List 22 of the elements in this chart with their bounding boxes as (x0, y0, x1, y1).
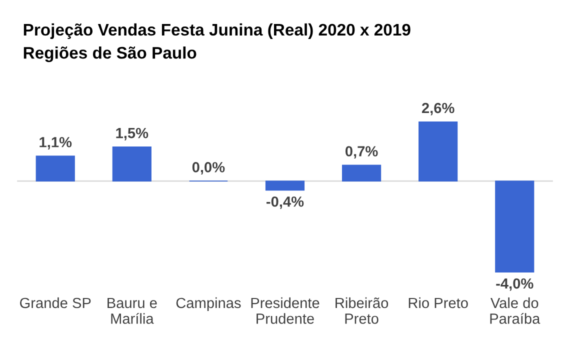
x-tick-label: Rio Preto (408, 297, 468, 308)
data-label: 0,7% (346, 146, 378, 159)
x-tick-label: Ribeirão Preto (336, 297, 388, 324)
data-label: 2,6% (422, 102, 454, 116)
bar (112, 146, 152, 182)
bar (418, 122, 458, 182)
data-label: 0,0% (192, 162, 225, 174)
chart-title: Projeção Vendas Festa Junina (Real) 2020 x 2019 (24, 23, 410, 39)
data-label: 1,5% (116, 128, 148, 140)
x-tick-label: Grande SP (20, 297, 91, 308)
x-tick-label: Bauru e Marília (108, 298, 157, 324)
bar (495, 180, 534, 273)
bar (265, 180, 305, 191)
data-label: -0,4% (266, 196, 304, 209)
data-label: 1,1% (40, 137, 72, 150)
x-tick-label: Campinas (176, 297, 241, 312)
bar (36, 156, 75, 182)
x-tick-label: Presidente Prudente (251, 297, 320, 324)
data-label: -4,0% (496, 278, 534, 291)
x-tick-label: Vale do Paraíba (490, 297, 540, 324)
bar (342, 164, 382, 182)
chart-subtitle: Regiões de São Paulo (24, 46, 196, 62)
